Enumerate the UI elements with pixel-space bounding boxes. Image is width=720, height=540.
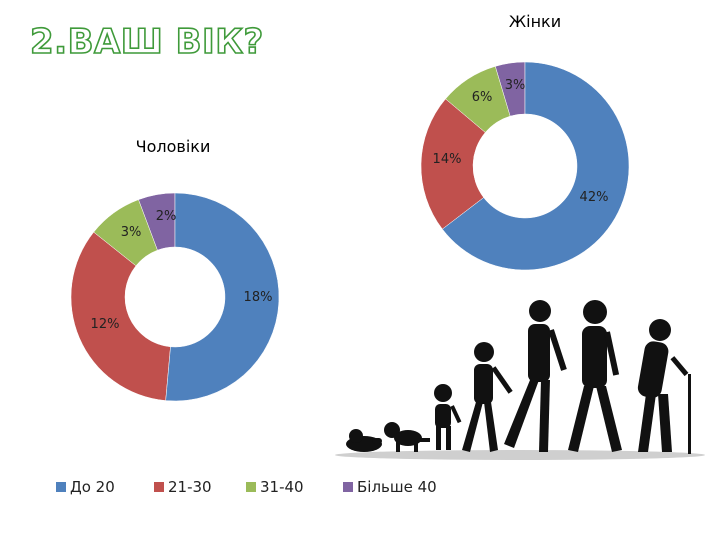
chart-title-men: Чоловіки (136, 137, 211, 156)
donut-slice-women-21-30 (420, 98, 486, 230)
child-silhouette (462, 342, 513, 452)
legend-label-over-40: Більше 40 (357, 478, 437, 496)
data-label-men-under-20: 18% (244, 290, 273, 305)
donut-slice-men-31-40 (93, 199, 158, 267)
baby-lying-silhouette (346, 429, 382, 452)
teen-silhouette (504, 300, 567, 452)
donut-slice-women-under-20 (442, 61, 630, 271)
data-label-men-21-30: 12% (91, 317, 120, 332)
data-label-men-over-40: 2% (156, 209, 177, 224)
slide-title: 2.ВАШ ВІК? (29, 21, 264, 63)
donut-chart-men: Чоловіки 18% 12% 3% 2% (70, 137, 280, 402)
data-label-women-under-20: 42% (580, 190, 609, 205)
baby-crawling-silhouette (384, 422, 430, 452)
donut-slice-women-31-40 (445, 66, 511, 133)
legend-label-21-30: 21-30 (168, 478, 212, 496)
evolution-silhouettes-image (335, 300, 705, 460)
legend-item-31-40: 31-40 (246, 478, 304, 496)
legend-swatch-31-40 (246, 482, 256, 492)
chart-title-women: Жінки (509, 12, 561, 31)
legend-label-under-20: До 20 (70, 478, 115, 496)
data-label-men-31-40: 3% (121, 225, 142, 240)
legend-item-over-40: Більше 40 (343, 478, 437, 496)
adult-silhouette (568, 300, 622, 452)
legend-swatch-21-30 (154, 482, 164, 492)
data-label-women-21-30: 14% (433, 152, 462, 167)
elder-silhouette (637, 319, 691, 454)
donut-slice-men-21-30 (70, 231, 171, 401)
donut-chart-women: Жінки 42% 14% 6% 3% (420, 12, 630, 271)
legend-label-31-40: 31-40 (260, 478, 304, 496)
toddler-silhouette (434, 384, 462, 450)
chart-legend: До 20 21-30 31-40 Більше 40 (56, 478, 476, 498)
legend-swatch-under-20 (56, 482, 66, 492)
data-label-women-31-40: 6% (472, 90, 493, 105)
data-label-women-over-40: 3% (505, 78, 526, 93)
legend-swatch-over-40 (343, 482, 353, 492)
legend-item-21-30: 21-30 (154, 478, 212, 496)
legend-item-under-20: До 20 (56, 478, 115, 496)
